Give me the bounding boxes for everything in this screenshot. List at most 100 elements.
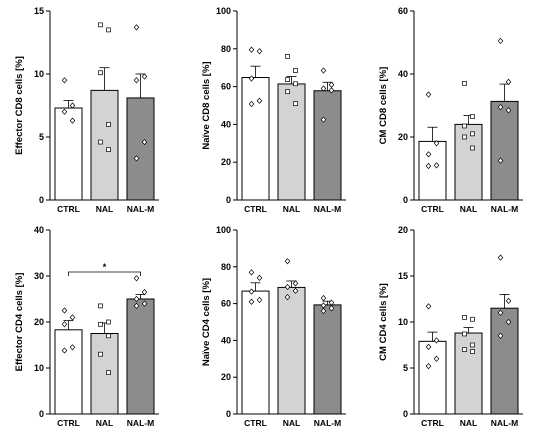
y-tick-label: 20 bbox=[398, 225, 408, 235]
category-label-nal: NAL bbox=[96, 418, 113, 428]
data-point bbox=[497, 103, 504, 111]
data-point bbox=[61, 307, 68, 314]
data-point bbox=[106, 27, 111, 33]
data-point bbox=[505, 297, 512, 304]
data-point bbox=[497, 332, 504, 339]
data-point bbox=[328, 87, 335, 94]
data-point bbox=[256, 48, 263, 55]
bar-nal bbox=[277, 83, 306, 201]
data-point bbox=[470, 349, 475, 354]
data-point bbox=[470, 342, 475, 348]
y-tick-label: 15 bbox=[398, 271, 408, 281]
data-point bbox=[256, 97, 263, 104]
y-axis-title: Effector CD4 cells [%] bbox=[14, 273, 25, 372]
chart-panel-1: 0 5 10 15 Effector CD8 cells [%] CTRL NAL NAL-M bbox=[14, 6, 159, 214]
data-point bbox=[248, 100, 255, 108]
category-label-nal: NAL bbox=[96, 204, 113, 214]
data-point bbox=[98, 351, 103, 357]
y-tick-label: 40 bbox=[221, 119, 231, 129]
y-tick-label: 0 bbox=[39, 409, 44, 419]
data-point bbox=[462, 134, 467, 140]
data-point bbox=[470, 316, 475, 322]
category-label-nal-m: NAL-M bbox=[127, 418, 154, 428]
data-point bbox=[248, 46, 255, 53]
bar-ctrl bbox=[241, 290, 270, 415]
category-label-ctrl: CTRL bbox=[421, 204, 444, 214]
significance-bracket bbox=[68, 271, 141, 276]
y-tick-label: 10 bbox=[398, 317, 408, 327]
data-point bbox=[133, 275, 140, 282]
data-point bbox=[141, 73, 148, 80]
y-axis-title: Naïve CD4 cells [%] bbox=[201, 278, 212, 366]
bar-ctrl bbox=[418, 140, 447, 201]
data-point bbox=[256, 296, 263, 304]
data-point bbox=[248, 288, 255, 295]
category-label-ctrl: CTRL bbox=[244, 418, 267, 428]
y-tick-label: 100 bbox=[216, 225, 231, 235]
data-point bbox=[292, 287, 299, 294]
y-tick-label: 15 bbox=[34, 6, 44, 16]
y-tick-label: 0 bbox=[403, 195, 408, 205]
data-point bbox=[98, 321, 103, 327]
data-point bbox=[285, 54, 290, 59]
y-tick-label: 20 bbox=[221, 372, 231, 382]
bar-nal bbox=[90, 89, 119, 201]
y-tick-label: 0 bbox=[226, 409, 231, 419]
data-point bbox=[98, 139, 103, 145]
data-point bbox=[98, 22, 103, 28]
data-point bbox=[69, 117, 76, 124]
bar-nal-m bbox=[490, 100, 519, 201]
data-point bbox=[425, 91, 432, 98]
y-tick-label: 60 bbox=[221, 82, 231, 92]
data-point bbox=[425, 162, 432, 170]
bar-nal bbox=[277, 286, 306, 415]
data-point bbox=[293, 68, 298, 73]
data-point bbox=[462, 123, 467, 129]
bar-nal-m bbox=[126, 97, 155, 201]
y-tick-label: 40 bbox=[34, 225, 44, 235]
bar-ctrl bbox=[54, 107, 83, 201]
y-tick-label: 0 bbox=[226, 195, 231, 205]
category-label-nal-m: NAL-M bbox=[491, 418, 518, 428]
data-point bbox=[433, 162, 440, 169]
y-tick-label: 80 bbox=[221, 44, 231, 54]
data-point bbox=[320, 116, 327, 123]
data-point bbox=[248, 75, 255, 82]
data-point bbox=[293, 101, 298, 106]
y-tick-label: 10 bbox=[34, 69, 44, 79]
data-point bbox=[133, 77, 140, 84]
data-point bbox=[320, 85, 327, 92]
y-tick-label: 80 bbox=[221, 262, 231, 272]
data-point bbox=[497, 309, 504, 316]
chart-panel-6: 0 5 10 15 20 CM CD4 cells [%] CTRL NAL NAL-M bbox=[378, 225, 523, 428]
data-point bbox=[69, 102, 76, 109]
data-point bbox=[505, 107, 512, 114]
bar-ctrl bbox=[54, 329, 83, 415]
y-tick-label: 60 bbox=[221, 299, 231, 309]
data-point bbox=[293, 81, 298, 87]
category-label-nal: NAL bbox=[460, 418, 477, 428]
bar-nal bbox=[90, 333, 119, 415]
data-point bbox=[106, 370, 111, 375]
data-point bbox=[61, 77, 68, 84]
data-point bbox=[433, 355, 440, 362]
data-point bbox=[320, 67, 327, 74]
data-point bbox=[133, 302, 140, 310]
y-tick-label: 60 bbox=[398, 6, 408, 16]
y-tick-label: 40 bbox=[221, 335, 231, 345]
chart-panel-2: 0 20 40 60 80 100 Naïve CD8 cells [%] CTRL NAL NA… bbox=[201, 6, 346, 214]
data-point bbox=[462, 315, 467, 320]
data-point bbox=[141, 288, 148, 296]
data-point bbox=[106, 333, 111, 339]
category-label-nal: NAL bbox=[283, 204, 300, 214]
data-point bbox=[98, 303, 103, 309]
data-point bbox=[69, 344, 76, 351]
bar-nal-m bbox=[126, 298, 155, 415]
chart-panel-5: 0 20 40 60 80 100 Naïve CD4 cells [%] CTRL NAL NA… bbox=[201, 225, 346, 428]
bar-nal-m bbox=[313, 90, 342, 201]
data-point bbox=[462, 81, 467, 86]
data-point bbox=[320, 294, 327, 302]
bar-ctrl bbox=[241, 77, 270, 201]
bar-nal bbox=[454, 123, 483, 201]
data-point bbox=[328, 81, 335, 88]
